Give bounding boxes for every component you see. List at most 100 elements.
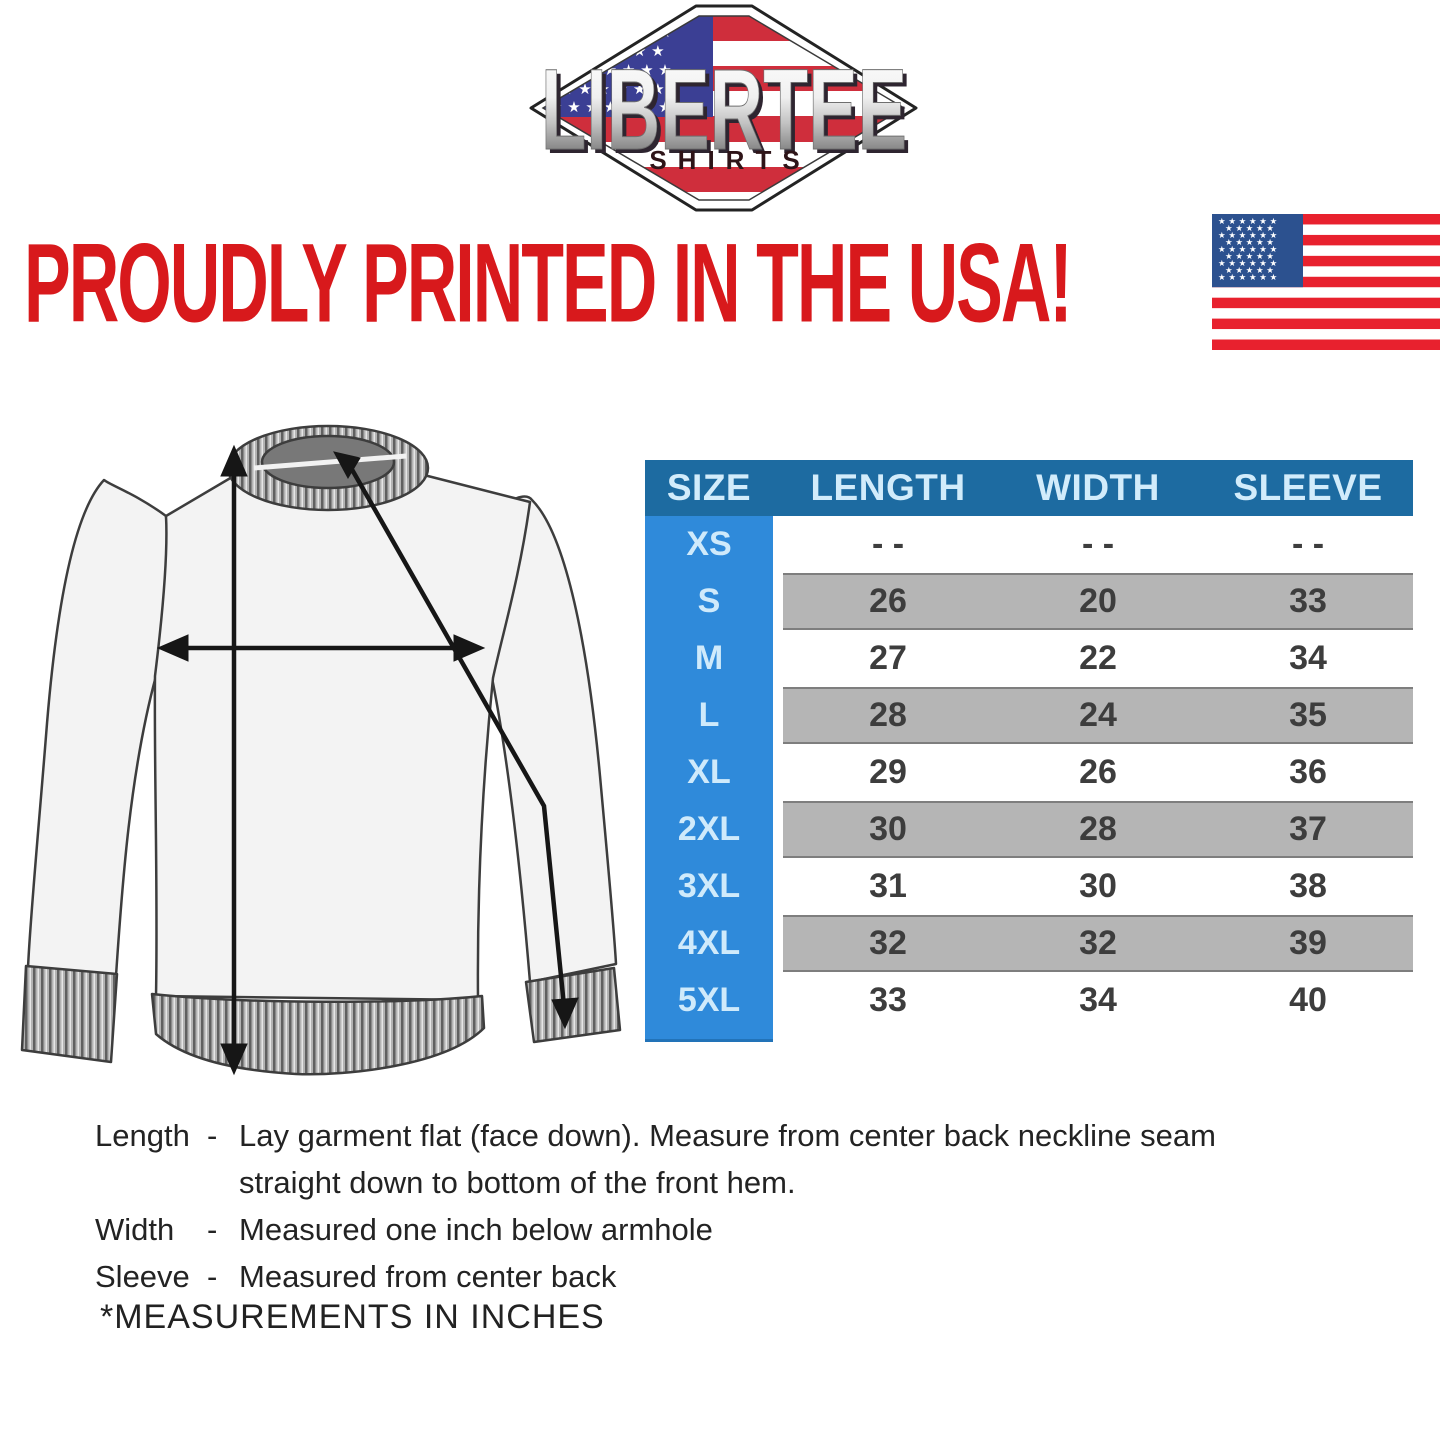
length-cell: 28 — [783, 687, 993, 744]
column-gap — [773, 801, 783, 858]
svg-text:★ ★ ★ ★ ★ ★: ★ ★ ★ ★ ★ ★ — [560, 80, 665, 98]
note-separator: - — [207, 1212, 218, 1247]
svg-text:★ ★ ★ ★ ★ ★: ★ ★ ★ ★ ★ ★ — [1218, 273, 1278, 283]
size-table-row: 2XL 30 28 37 — [645, 801, 1413, 858]
header-length: LENGTH — [810, 467, 966, 508]
column-gap — [773, 858, 783, 915]
size-table-row: 3XL 31 30 38 — [645, 858, 1413, 915]
size-cell: 4XL — [645, 915, 773, 972]
size-table-row: XS - -- -- - — [645, 516, 1413, 573]
note-description: Measured from center back — [239, 1259, 617, 1294]
svg-text:★ ★ ★ ★ ★ ★ ★: ★ ★ ★ ★ ★ ★ ★ — [549, 98, 672, 116]
size-table-body: XS - -- -- - S 26 20 33 M 27 22 34 L 28 24 35 XL 29 26 36… — [645, 516, 1413, 1029]
length-cell: 26 — [783, 573, 993, 630]
svg-text:★ ★ ★ ★ ★ ★: ★ ★ ★ ★ ★ ★ — [1218, 231, 1278, 241]
size-chart-table: SIZE LENGTH WIDTH SLEEVE XS - -- -- - S 26 2… — [645, 460, 1413, 1042]
headline: PROUDLY PRINTED IN THE USA! — [24, 221, 1209, 346]
column-gap — [773, 516, 783, 573]
width-cell: 32 — [993, 915, 1203, 972]
length-cell: 33 — [783, 972, 993, 1029]
note-description: Measured one inch below armhole — [239, 1212, 713, 1247]
libertee-logo-badge-icon: ★ ★ ★ ★ ★ ★ ★ ★ ★ ★ ★ ★ ★ ★ ★ ★ ★ ★ ★ ★ … — [529, 4, 918, 212]
column-gap — [773, 687, 783, 744]
width-cell: 28 — [993, 801, 1203, 858]
size-table-row: M 27 22 34 — [645, 630, 1413, 687]
headline-text: PROUDLY PRINTED IN THE USA! — [24, 220, 1073, 346]
note-separator: - — [207, 1259, 218, 1294]
width-cell: 30 — [993, 858, 1203, 915]
header-sleeve: SLEEVE — [1233, 467, 1383, 508]
hem-ribbing — [150, 992, 486, 1076]
header-size: SIZE — [666, 467, 752, 508]
width-cell: 22 — [993, 630, 1203, 687]
svg-text:★ ★ ★ ★ ★ ★: ★ ★ ★ ★ ★ ★ — [1218, 245, 1278, 255]
svg-text:★ ★ ★ ★ ★ ★: ★ ★ ★ ★ ★ ★ — [1218, 217, 1278, 227]
measurement-note: Length - Lay garment flat (face down). Mea… — [95, 1112, 1365, 1206]
column-gap — [773, 744, 783, 801]
note-term: Width — [95, 1212, 175, 1247]
sleeve-cell: 37 — [1203, 801, 1413, 858]
flag-stars: ★ ★ ★ ★ ★ ★ ★ ★ ★ ★ ★ ★ ★ ★ ★ ★ ★ ★ ★ ★ … — [1218, 217, 1278, 283]
width-cell: 26 — [993, 744, 1203, 801]
length-cell: 31 — [783, 858, 993, 915]
note-description: Lay garment flat (face down). Measure fr… — [239, 1118, 1216, 1200]
svg-text:★ ★ ★ ★ ★: ★ ★ ★ ★ ★ — [1225, 252, 1274, 262]
sleeve-cell: 33 — [1203, 573, 1413, 630]
sleeve-cell: 39 — [1203, 915, 1413, 972]
svg-text:★ ★ ★ ★ ★: ★ ★ ★ ★ ★ — [1225, 238, 1274, 248]
header-width: WIDTH — [1036, 467, 1160, 508]
note-term: Length — [95, 1118, 190, 1153]
length-cell: 27 — [783, 630, 993, 687]
width-cell: - - — [993, 516, 1203, 573]
sleeve-cell: 36 — [1203, 744, 1413, 801]
measurement-note: Width - Measured one inch below armhole — [95, 1206, 1365, 1253]
size-table-row: L 28 24 35 — [645, 687, 1413, 744]
brand-name: LIBERTEE — [541, 46, 907, 174]
size-cell: XS — [645, 516, 773, 573]
sleeve-cell: - - — [1203, 516, 1413, 573]
size-cell: L — [645, 687, 773, 744]
length-cell: 30 — [783, 801, 993, 858]
width-cell: 20 — [993, 573, 1203, 630]
footnote: *MEASUREMENTS IN INCHES — [100, 1298, 605, 1336]
size-column-footer — [645, 1029, 773, 1042]
width-cell: 34 — [993, 972, 1203, 1029]
brand-subtitle: SHIRTS — [649, 145, 810, 175]
measurement-notes: Length - Lay garment flat (face down). Mea… — [95, 1112, 1365, 1300]
size-table-header: SIZE LENGTH WIDTH SLEEVE — [645, 460, 1413, 516]
sleeve-cell: 40 — [1203, 972, 1413, 1029]
sweatshirt-measurement-diagram — [20, 424, 622, 1076]
left-cuff-ribbing — [20, 964, 119, 1064]
size-table-row: 5XL 33 34 40 — [645, 972, 1413, 1029]
usa-flag-icon: ★ ★ ★ ★ ★ ★ ★ ★ ★ ★ ★ ★ ★ ★ ★ ★ ★ ★ ★ ★ … — [1212, 214, 1440, 350]
sleeve-cell: 38 — [1203, 858, 1413, 915]
column-gap — [773, 972, 783, 1029]
measurement-note: Sleeve - Measured from center back — [95, 1253, 1365, 1300]
column-gap — [773, 573, 783, 630]
size-cell: M — [645, 630, 773, 687]
length-cell: 32 — [783, 915, 993, 972]
svg-text:★ ★ ★ ★ ★: ★ ★ ★ ★ ★ — [1225, 224, 1274, 234]
sleeve-cell: 35 — [1203, 687, 1413, 744]
size-cell: S — [645, 573, 773, 630]
length-cell: 29 — [783, 744, 993, 801]
svg-text:★ ★ ★ ★ ★: ★ ★ ★ ★ ★ — [1225, 266, 1274, 276]
svg-text:★ ★ ★ ★ ★ ★: ★ ★ ★ ★ ★ ★ — [1218, 259, 1278, 269]
torso — [153, 468, 532, 1002]
note-term: Sleeve — [95, 1259, 190, 1294]
size-table-row: S 26 20 33 — [645, 573, 1413, 630]
size-cell: 5XL — [645, 972, 773, 1029]
size-table-row: XL 29 26 36 — [645, 744, 1413, 801]
size-table-row: 4XL 32 32 39 — [645, 915, 1413, 972]
size-cell: XL — [645, 744, 773, 801]
note-separator: - — [207, 1118, 218, 1153]
column-gap — [773, 915, 783, 972]
sleeve-cell: 34 — [1203, 630, 1413, 687]
sleeve-arrow — [348, 464, 567, 1007]
brand-name-shadow: LIBERTEE — [545, 50, 911, 178]
length-cell: - - — [783, 516, 993, 573]
left-sleeve — [26, 478, 169, 978]
width-cell: 24 — [993, 687, 1203, 744]
column-gap — [773, 630, 783, 687]
